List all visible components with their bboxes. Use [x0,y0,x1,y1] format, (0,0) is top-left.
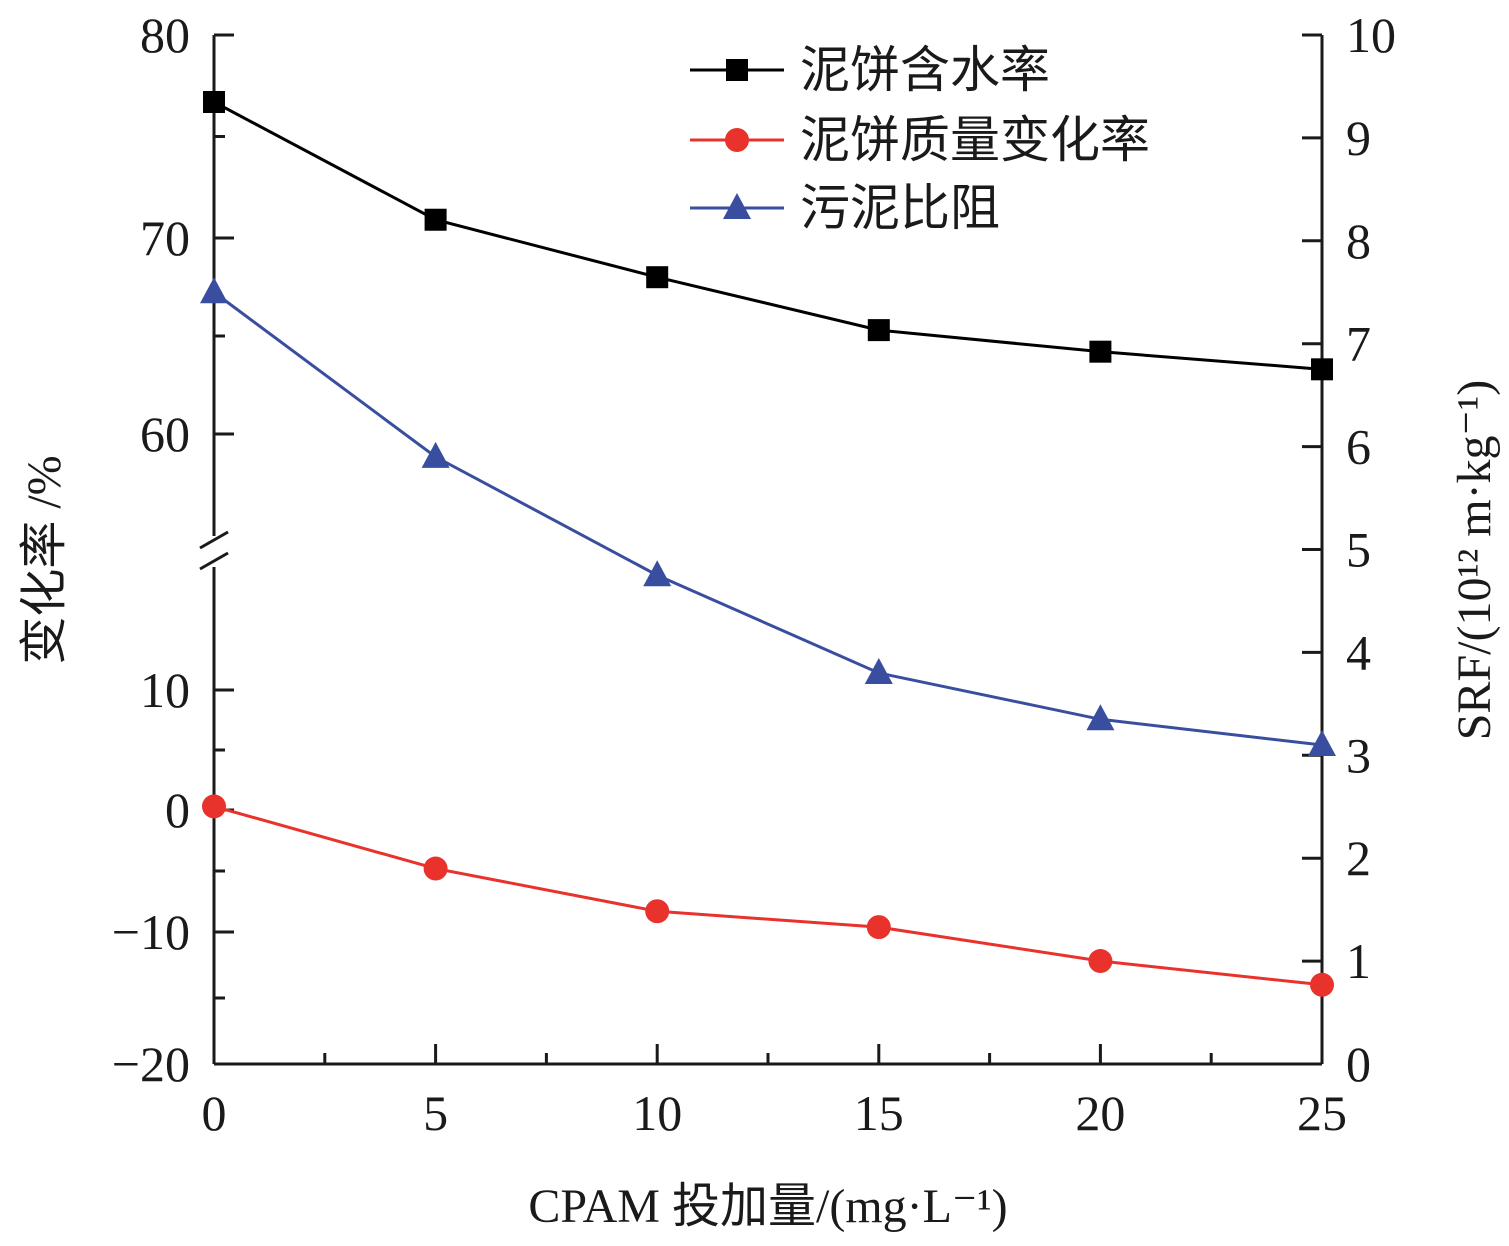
legend-marker [726,59,748,81]
x-tick-label: 10 [632,1085,682,1141]
data-point [645,899,670,924]
right-tick-label: 8 [1346,213,1371,269]
right-tick-label: 7 [1346,316,1371,372]
data-point [200,277,228,304]
x-tick-label: 5 [423,1085,448,1141]
data-point [424,208,447,231]
series-1 [203,90,1333,381]
right-tick-label: 6 [1346,419,1371,475]
right-tick-label: 3 [1346,727,1371,783]
axis-break-mark [199,530,229,550]
right-tick-label: 2 [1346,830,1371,886]
x-tick-label: 25 [1297,1085,1347,1141]
x-tick-label: 0 [202,1085,227,1141]
data-point [1308,730,1336,757]
right-tick-label: 10 [1346,7,1396,63]
right-tick-label: 9 [1346,110,1371,166]
data-point [643,560,672,587]
x-tick-label: 20 [1075,1085,1125,1141]
left-tick-label: 0 [165,782,190,838]
right-tick-label: 5 [1346,522,1371,578]
left-tick-label: −20 [112,1036,190,1092]
series-line [213,804,1323,987]
data-point [646,266,669,289]
legend-marker [723,193,751,219]
right-tick-label: 4 [1346,624,1371,680]
series-3 [200,277,1336,757]
legend-label: 泥饼质量变化率 [800,112,1150,168]
series-line [213,100,1323,371]
left-tick-label: 80 [140,7,190,63]
data-point [423,856,448,881]
legend-label: 泥饼含水率 [800,42,1050,98]
left-axis-title: 变化率 /% [18,455,71,664]
series-2 [202,794,1334,997]
data-point [866,915,891,940]
data-point [203,90,225,113]
series-line [213,291,1323,747]
data-point [1086,704,1115,731]
x-tick-label: 15 [854,1085,904,1141]
data-point [867,319,890,342]
right-tick-label: 0 [1346,1036,1371,1092]
axis-break-mark [199,551,229,571]
data-point [1310,972,1334,997]
legend-item: 泥饼质量变化率 [690,112,1150,168]
right-tick-label: 1 [1346,933,1371,989]
legend-item: 泥饼含水率 [690,42,1050,98]
data-point [1089,340,1112,363]
legend-marker [725,128,749,152]
left-tick-label: 70 [140,210,190,266]
data-point [1311,358,1333,381]
series-layer [200,90,1336,997]
x-axis-title: CPAM 投加量/(mg·L⁻¹) [528,1180,1007,1233]
data-point [421,441,450,468]
data-point [864,657,893,684]
data-point [202,794,226,819]
legend-item: 污泥比阻 [690,180,1000,236]
legend-label: 污泥比阻 [800,180,1000,236]
left-tick-label: −10 [112,904,190,960]
data-point [1088,949,1113,974]
right-axis-title: SRF/(10¹² m·kg⁻¹) [1448,380,1501,741]
left-tick-label: 60 [140,406,190,462]
left-tick-label: 10 [140,662,190,718]
